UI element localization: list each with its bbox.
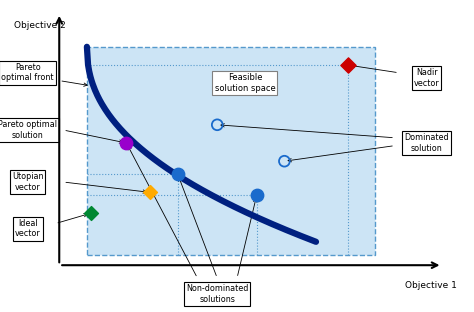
Point: [281, 159, 288, 164]
Text: Nadir
vector: Nadir vector: [414, 68, 439, 88]
Text: Objective 1: Objective 1: [405, 281, 456, 290]
Point: [123, 140, 130, 145]
Point: [213, 122, 221, 127]
Point: [174, 172, 182, 177]
Text: Ideal
vector: Ideal vector: [15, 219, 40, 238]
Text: Utopian
vector: Utopian vector: [12, 172, 44, 192]
Text: Feasible
solution space: Feasible solution space: [215, 74, 275, 93]
Text: Pareto optimal
solution: Pareto optimal solution: [0, 120, 57, 140]
Point: [344, 62, 351, 67]
Text: Pareto
optimal front: Pareto optimal front: [1, 63, 54, 82]
Point: [146, 190, 154, 195]
Point: [87, 211, 95, 216]
Text: Dominated
solution: Dominated solution: [404, 133, 449, 153]
Text: Non-dominated
solutions: Non-dominated solutions: [186, 284, 248, 304]
Text: Objective 2: Objective 2: [14, 22, 65, 31]
Point: [253, 193, 261, 197]
Bar: [87, 47, 375, 255]
